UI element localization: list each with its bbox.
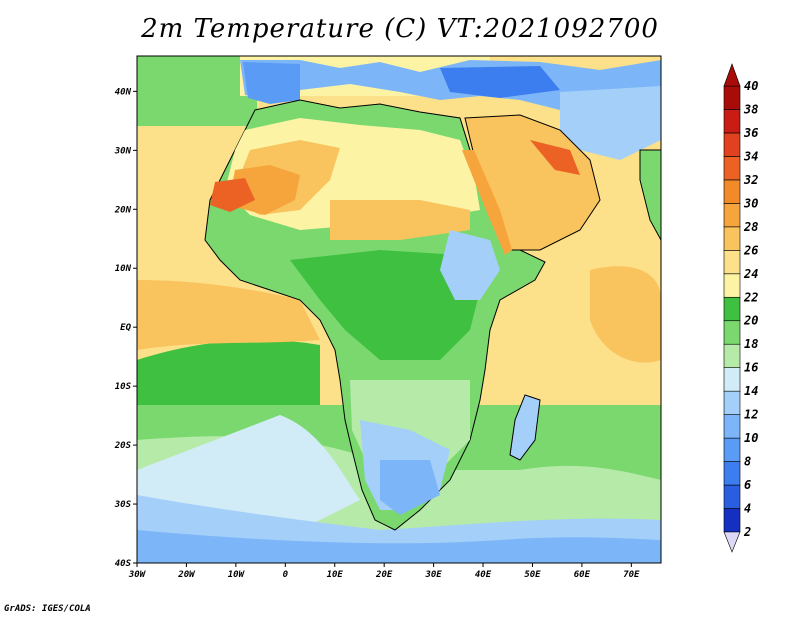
colorbar-label: 26 [743,243,758,257]
land-madagascar [509,394,541,461]
y-tick-label: 20S [114,441,132,451]
colorbar-segment [723,437,741,462]
colorbar-segment [723,156,741,181]
x-tick-label: 0 [283,570,289,580]
ocean-southern-band-12 [137,530,661,563]
y-tick-label: 20N [114,205,132,215]
colorbar-segment [723,132,741,157]
arabia-hot [530,140,580,175]
x-tick-label: 50E [524,570,541,580]
sahara-32 [210,178,255,212]
plot-frame [136,55,662,564]
colorbar-under-arrow [723,531,741,553]
colorbar-over-arrow [723,63,741,87]
colorbar-segment [723,390,741,415]
ocean-north-atlantic [137,56,257,126]
colorbar-segment [723,320,741,345]
x-tick-label: 60E [574,570,591,580]
red-sea [462,150,512,255]
colorbar-segment [723,250,741,275]
central-africa-22 [290,250,480,360]
colorbar-label: 38 [743,102,758,116]
y-tick-label: 40N [115,87,132,97]
colorbar-segment [723,296,741,322]
colorbar-label: 22 [743,290,758,304]
map-field [137,56,661,563]
y-tick-label: 10N [115,264,132,274]
ocean-southern-band-22 [137,340,320,420]
colorbar-segment [723,273,741,298]
colorbar-label: 18 [744,337,758,351]
colorbar-segment [723,203,741,228]
ocean-gulf-guinea [137,280,320,350]
y-tick-label: 40S [115,559,132,569]
southern-africa-12 [380,460,440,515]
colorbar-label: 34 [743,149,758,163]
colorbar-label: 12 [744,408,758,422]
x-tick-label: 70E [623,570,640,580]
colorbar-segment [723,508,741,533]
colorbar-segment [723,85,741,110]
colorbar-segment [723,484,741,509]
colorbar-label: 24 [743,267,758,281]
y-tick-label: 10S [115,382,132,392]
x-axis: 30W 20W 10W 0 10E 20E 30E 40E 50E 60E 70E [128,563,640,580]
y-tick-label: EQ [120,323,131,333]
land-india [639,149,661,241]
land-anatolia [440,66,560,98]
sahel-warm [330,200,470,240]
colorbar-label: 4 [744,502,751,516]
x-tick-label: 10E [327,570,344,580]
ocean-indian-warm [590,266,661,363]
x-tick-label: 30W [128,570,147,580]
colorbar-segment [723,414,741,439]
x-tick-label: 40E [475,570,492,580]
colorbar-label: 8 [744,455,751,469]
y-tick-label: 30S [114,500,132,510]
colorbar-label: 36 [743,126,758,140]
colorbar-label: 20 [743,314,758,328]
colorbar-label: 40 [744,79,758,93]
east-africa-highland [440,230,500,300]
land-iberia [243,62,300,104]
colorbar-label: 30 [743,196,758,210]
colorbar-segment [723,179,741,204]
x-tick-label: 30E [424,570,442,580]
x-tick-label: 10W [228,570,246,580]
colorbar-segment [723,109,741,134]
colorbar-label: 32 [743,173,758,187]
chart-title: 2m Temperature (C) VT:2021092700 [141,14,659,44]
colorbar-segment [723,367,741,392]
y-axis: 40N 30N 20N 10N EQ 10S 20S 30S 40S [114,87,137,569]
colorbar-label: 28 [743,220,758,234]
colorbar-segment [723,226,741,251]
ocean-southern-band-16 [137,415,360,530]
x-tick-label: 20W [177,570,196,580]
colorbar-label: 16 [744,361,758,375]
land-iran-highlands [560,86,661,160]
colorbar-label: 10 [744,431,758,445]
colorbar-label: 14 [744,384,758,398]
colorbar-segment [723,343,741,368]
colorbar-segment [723,461,741,486]
colorbar-label: 6 [744,478,751,492]
y-tick-label: 30N [114,146,132,156]
credit-label: GrADS: IGES/COLA [4,604,91,614]
x-tick-label: 20E [375,570,393,580]
colorbar-label: 2 [743,525,751,539]
